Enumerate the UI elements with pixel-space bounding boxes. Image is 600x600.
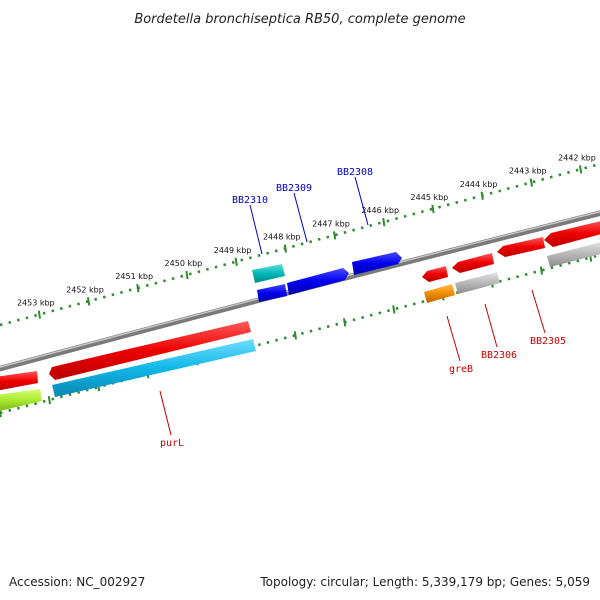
gene-red-right-edge: [544, 221, 600, 247]
upper-scale-label: 2452 kbp: [66, 285, 104, 294]
upper-gene-cluster: [252, 252, 402, 302]
upper-scale-tick: [283, 244, 287, 253]
upper-scale-label: 2446 kbp: [361, 206, 399, 215]
gene-labels: BB2310 BB2309 BB2308 greB BB2306 BB2305 …: [160, 167, 566, 449]
lower-scale: [0, 253, 600, 418]
upper-scale-label: 2445 kbp: [411, 193, 449, 202]
gene-red-small: [422, 266, 448, 282]
bb2308-leader: [354, 176, 369, 226]
upper-scale: 2442 kbp 2443 kbp 2444 kbp 2445 kbp 2446 kbp…: [0, 153, 600, 327]
forward-genes: [0, 221, 600, 391]
lower-scale-tick: [539, 266, 543, 275]
gene-label-bb2310: BB2310: [232, 195, 268, 206]
purl-leader: [159, 390, 172, 436]
gene-label-bb2309: BB2309: [276, 183, 312, 194]
bb2309-leader: [293, 192, 308, 243]
gene-label-leaders: [159, 176, 546, 436]
gene-bb2308: [352, 252, 402, 275]
lower-scale-tick: [47, 396, 51, 405]
upper-scale-tick: [185, 270, 189, 280]
gene-purl: [52, 339, 256, 397]
upper-scale-tick: [87, 297, 91, 306]
upper-scale-tick: [37, 310, 41, 319]
accession-text: Accession: NC_002927: [9, 575, 145, 589]
gene-label-bb2306: BB2306: [481, 350, 517, 361]
gene-bb2306: [455, 272, 500, 294]
upper-scale-label: 2443 kbp: [509, 167, 547, 176]
gene-label-greb: greB: [449, 364, 473, 375]
upper-scale-tick: [234, 257, 238, 266]
upper-scale-tick: [431, 204, 435, 214]
upper-scale-label: 2451 kbp: [115, 272, 153, 281]
map-title: Bordetella bronchiseptica RB50, complete…: [134, 12, 465, 27]
upper-scale-label: 2453 kbp: [17, 299, 55, 308]
gene-label-bb2305: BB2305: [530, 336, 566, 347]
upper-scale-label: 2449 kbp: [214, 246, 252, 255]
upper-scale-label: 2448 kbp: [263, 233, 301, 242]
gene-label-bb2308: BB2308: [337, 167, 373, 178]
upper-scale-tick: [579, 165, 583, 174]
lower-scale-tick: [293, 331, 297, 340]
upper-scale-tick: [136, 284, 140, 293]
topology-text: Topology: circular; Length: 5,339,179 bp…: [259, 575, 590, 589]
gene-label-purl: purL: [160, 438, 184, 449]
upper-scale-tick: [333, 231, 337, 240]
upper-scale-label: 2444 kbp: [460, 180, 498, 189]
bb2310-leader: [249, 204, 263, 255]
greb-leader: [446, 315, 461, 362]
lower-scale-ticks: [0, 253, 593, 418]
reverse-genes: [0, 242, 600, 411]
upper-scale-label: 2447 kbp: [312, 219, 350, 228]
lower-scale-tick: [392, 305, 396, 314]
lower-scale-dots: [0, 253, 600, 415]
upper-scale-label: 2450 kbp: [165, 259, 203, 268]
lower-scale-tick: [0, 408, 2, 418]
gene-purl-red: [49, 321, 251, 380]
lower-scale-tick: [343, 318, 347, 327]
gene-red-bb2305-top: [497, 237, 545, 257]
upper-scale-tick: [480, 191, 484, 200]
bb2306-leader: [484, 303, 498, 348]
upper-scale-dots: [0, 162, 600, 327]
upper-scale-tick: [382, 218, 386, 227]
gene-lime-left: [0, 389, 42, 411]
bb2305-leader: [531, 289, 546, 334]
gene-bb2310: [252, 264, 285, 283]
gene-red-bb2306-top: [452, 253, 494, 273]
gene-left-edge: [0, 371, 38, 391]
upper-scale-labels: 2442 kbp 2443 kbp 2444 kbp 2445 kbp 2446 kbp…: [17, 153, 596, 307]
upper-scale-label: 2442 kbp: [558, 153, 596, 162]
gene-greb: [424, 284, 455, 303]
gene-bb2305: [547, 242, 600, 267]
gene-bb2309: [287, 268, 349, 295]
gene-bb2310-lower: [257, 284, 287, 302]
upper-scale-tick: [529, 178, 533, 187]
upper-scale-ticks: [37, 165, 583, 319]
